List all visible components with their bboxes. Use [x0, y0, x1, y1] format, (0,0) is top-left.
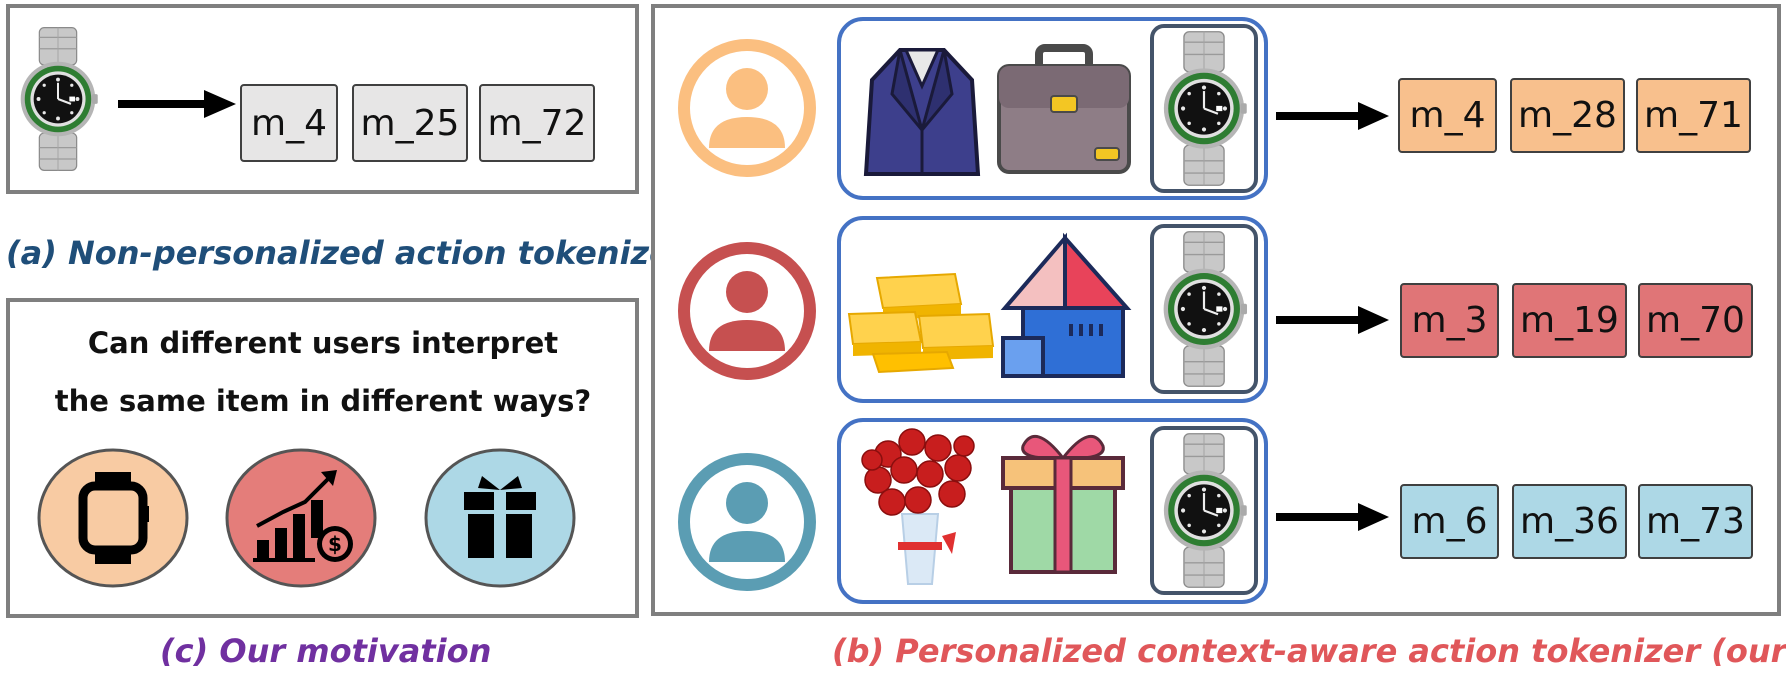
token-a-1: m_4	[240, 84, 338, 162]
token-b2-3: m_70	[1638, 283, 1753, 358]
growth-chart-dollar-icon: $	[225, 448, 377, 588]
caption-b: (b) Personalized context-aware action to…	[832, 632, 1786, 670]
arrow-icon	[1276, 102, 1389, 130]
user-avatar-icon	[678, 39, 816, 177]
token-b2-1: m_3	[1400, 283, 1499, 358]
suit-jacket-icon	[863, 48, 981, 176]
caption-a: (a) Non-personalized action tokenizer	[6, 234, 687, 272]
context-box	[837, 17, 1268, 200]
gold-bars-icon	[847, 272, 995, 374]
question-line-2: the same item in different ways?	[54, 384, 592, 418]
question-line-1: Can different users interpret	[87, 326, 559, 360]
gift-icon	[424, 448, 576, 588]
token-a-2: m_25	[352, 84, 468, 162]
watch-icon	[1162, 230, 1248, 388]
token-b1-1: m_4	[1398, 78, 1497, 153]
user-avatar-icon	[678, 453, 816, 591]
caption-c: (c) Our motivation	[160, 632, 492, 670]
watch-icon	[1162, 432, 1248, 589]
token-b3-2: m_36	[1512, 484, 1627, 559]
user-avatar-icon	[678, 242, 816, 380]
arrow-icon	[1276, 306, 1389, 334]
watch-icon	[19, 26, 99, 172]
gift-box-icon	[1001, 434, 1125, 574]
token-b2-2: m_19	[1512, 283, 1627, 358]
svg-text:$: $	[328, 532, 342, 556]
token-a-3: m_72	[479, 84, 595, 162]
smartwatch-icon	[37, 448, 189, 588]
token-b3-1: m_6	[1400, 484, 1499, 559]
flower-bouquet-icon	[861, 428, 975, 585]
context-box	[837, 418, 1268, 604]
token-b3-3: m_73	[1638, 484, 1753, 559]
token-b1-3: m_71	[1636, 78, 1751, 153]
house-icon	[1000, 232, 1132, 378]
arrow-icon	[118, 90, 236, 118]
watch-icon	[1162, 30, 1248, 187]
briefcase-icon	[997, 44, 1131, 174]
context-box	[837, 216, 1268, 403]
token-b1-2: m_28	[1510, 78, 1625, 153]
arrow-icon	[1276, 503, 1389, 531]
